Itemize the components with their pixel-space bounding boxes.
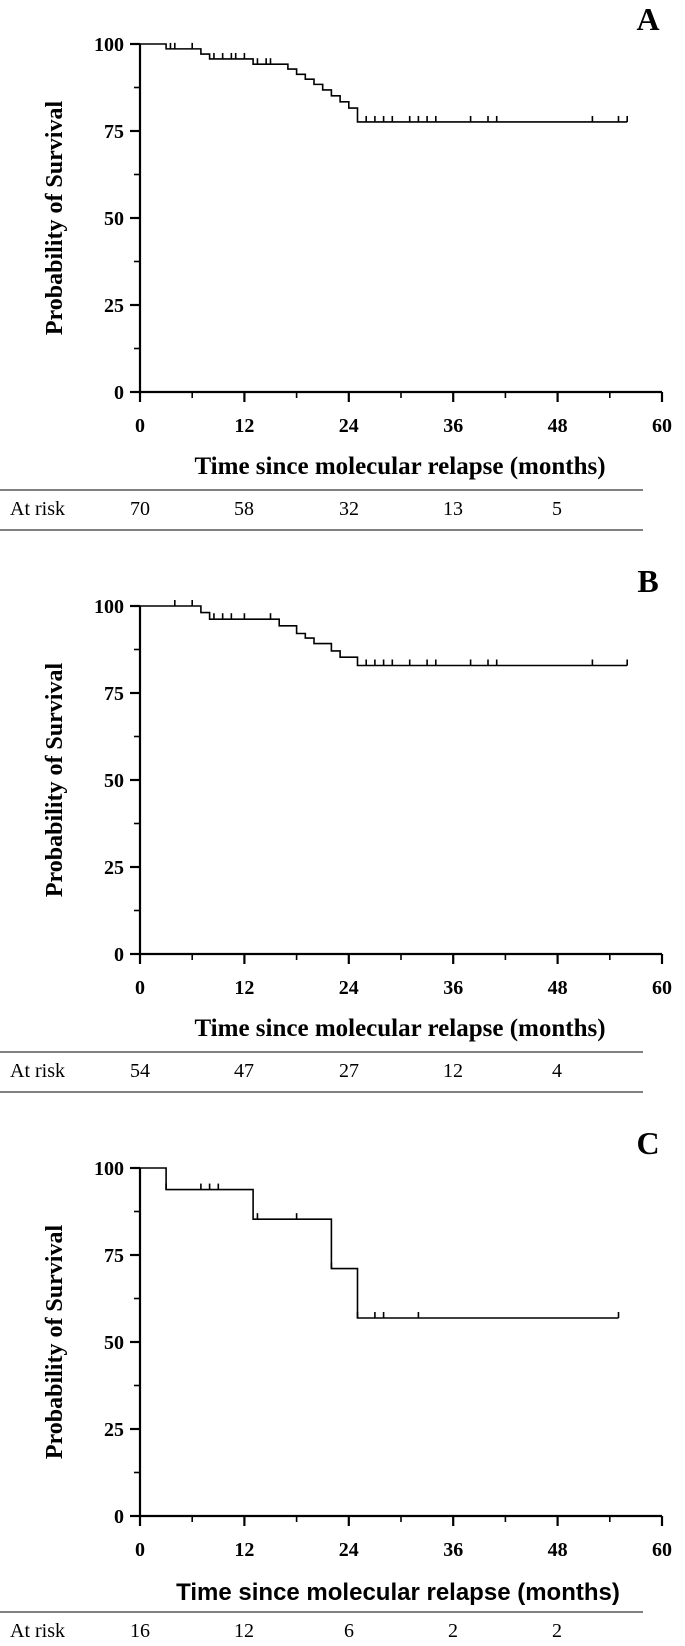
y-tick-label: 50 [104, 208, 124, 230]
y-tick-label: 100 [94, 34, 124, 56]
y-tick-label: 25 [104, 1419, 124, 1441]
y-tick-label: 25 [104, 857, 124, 879]
at-risk-count: 47 [234, 1060, 254, 1082]
survival-curve [140, 605, 628, 667]
x-axis-label: Time since molecular relapse (months) [194, 1015, 605, 1042]
at-risk-count: 2 [448, 1620, 458, 1642]
x-tick-label: 12 [234, 977, 254, 999]
at-risk-label: At risk [10, 1620, 65, 1642]
at-risk-label: At risk [10, 1060, 65, 1082]
y-tick-label: 25 [104, 295, 124, 317]
at-risk-count: 16 [130, 1620, 150, 1642]
y-axis-label: Probability of Survival [42, 1225, 68, 1460]
at-risk-count: 6 [344, 1620, 354, 1642]
x-tick-label: 24 [339, 1539, 359, 1561]
x-tick-label: 36 [443, 1539, 463, 1561]
x-tick-label: 36 [443, 977, 463, 999]
y-tick-label: 0 [114, 1506, 124, 1528]
x-tick-label: 48 [548, 1539, 568, 1561]
at-risk-count: 12 [234, 1620, 254, 1642]
x-tick-label: 0 [135, 415, 145, 437]
at-risk-count: 27 [339, 1060, 359, 1082]
at-risk-count: 70 [130, 498, 150, 520]
y-axis-label: Probability of Survival [42, 663, 68, 898]
x-tick-label: 48 [548, 977, 568, 999]
panel-a: 0 25 50 75 100 0 12 24 36 48 60 Probability of Surv… [0, 1, 672, 531]
at-risk-count: 13 [443, 498, 463, 520]
x-tick-label: 60 [652, 415, 672, 437]
survival-curve [140, 43, 628, 123]
x-tick-label: 48 [548, 415, 568, 437]
y-tick-label: 75 [104, 683, 124, 705]
at-risk-count: 12 [443, 1060, 463, 1082]
panel-letter: C [636, 1125, 659, 1161]
at-risk-count: 5 [552, 498, 562, 520]
panel-b: 0 25 50 75 100 0 12 24 36 48 60 Probability of Surv… [0, 563, 672, 1093]
y-tick-label: 100 [94, 1158, 124, 1180]
y-tick-label: 50 [104, 770, 124, 792]
x-tick-label: 0 [135, 977, 145, 999]
x-tick-label: 24 [339, 977, 359, 999]
y-tick-label: 0 [114, 382, 124, 404]
at-risk-count: 32 [339, 498, 359, 520]
x-tick-label: 24 [339, 415, 359, 437]
x-axis-label: Time since molecular relapse (months) [194, 453, 605, 480]
at-risk-count: 54 [130, 1060, 150, 1082]
at-risk-count: 58 [234, 498, 254, 520]
panel-letter: B [637, 563, 658, 599]
y-tick-label: 0 [114, 944, 124, 966]
panel-letter: A [636, 1, 659, 37]
at-risk-count: 4 [552, 1060, 562, 1082]
x-tick-label: 36 [443, 415, 463, 437]
y-tick-label: 75 [104, 121, 124, 143]
y-axis-label: Probability of Survival [42, 101, 68, 336]
at-risk-label: At risk [10, 498, 65, 520]
at-risk-count: 2 [552, 1620, 562, 1642]
y-tick-label: 50 [104, 1332, 124, 1354]
y-tick-label: 100 [94, 596, 124, 618]
x-tick-label: 60 [652, 1539, 672, 1561]
x-axis-label: Time since molecular relapse (months) [176, 1579, 620, 1606]
x-tick-label: 0 [135, 1539, 145, 1561]
panel-c: 0 25 50 75 100 0 12 24 36 48 60 Probability of Surv… [0, 1125, 672, 1642]
survival-curve [140, 1167, 619, 1319]
x-tick-label: 12 [234, 1539, 254, 1561]
y-tick-label: 75 [104, 1245, 124, 1267]
x-tick-label: 60 [652, 977, 672, 999]
x-tick-label: 12 [234, 415, 254, 437]
